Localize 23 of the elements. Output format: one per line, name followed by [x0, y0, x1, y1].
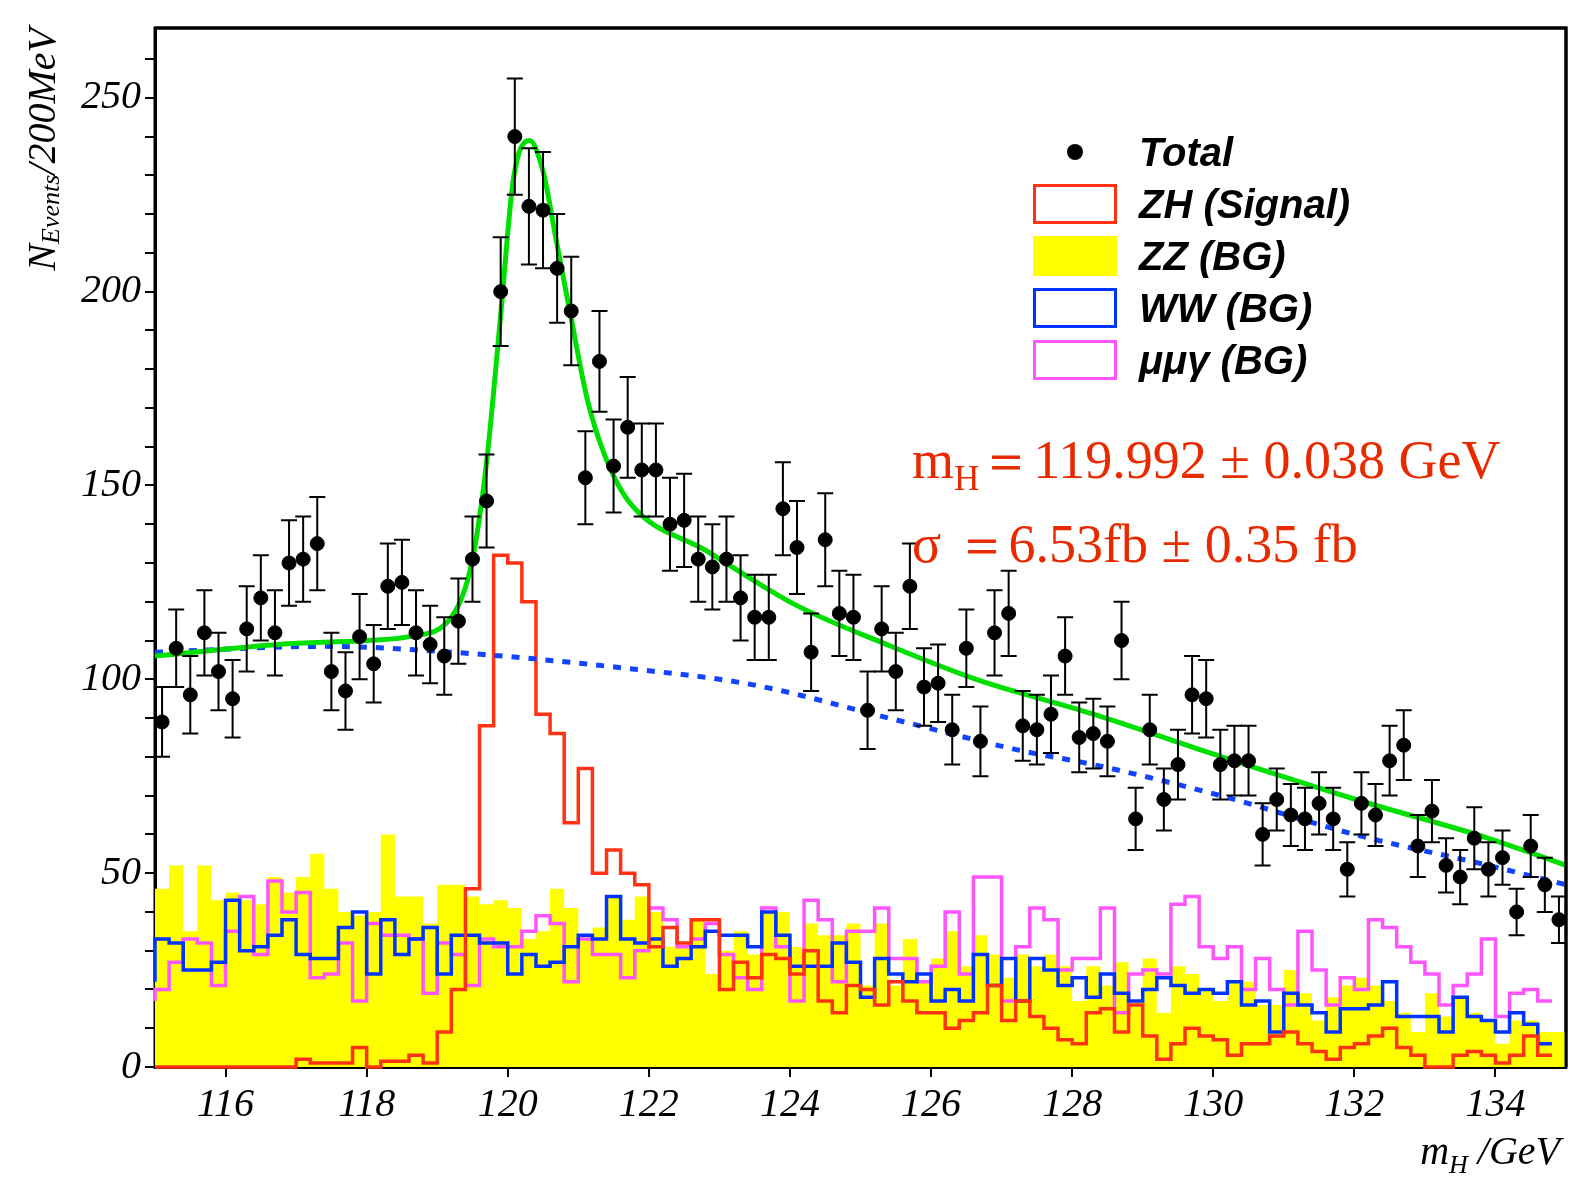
x-tick-label: 132: [1324, 1079, 1385, 1125]
annotation: m$_{H}$＝119.992 ± 0.038 GeV: [912, 429, 1501, 499]
x-tick-label: 130: [1183, 1079, 1244, 1125]
legend-label: μμγ (BG): [1139, 337, 1308, 383]
x-tick-label: 120: [477, 1079, 538, 1125]
x-tick-label: 122: [618, 1079, 679, 1125]
x-tick-label: 124: [759, 1079, 820, 1125]
y-tick-label: 150: [81, 459, 141, 505]
legend-label: Total: [1139, 129, 1234, 175]
x-tick-label: 118: [338, 1079, 396, 1125]
y-tick-label: 50: [101, 847, 141, 893]
x-tick-label: 128: [1042, 1079, 1103, 1125]
y-tick-label: 200: [81, 266, 141, 312]
y-tick-label: 250: [81, 72, 141, 118]
annotation: σ ＝6.53fb ± 0.35 fb: [912, 513, 1358, 576]
x-tick-label: 116: [197, 1079, 255, 1125]
legend-label: WW (BG): [1139, 285, 1313, 331]
y-tick-label: 100: [81, 653, 141, 699]
legend-label: ZH (Signal): [1139, 181, 1351, 227]
x-tick-label: 126: [901, 1079, 962, 1125]
y-tick-label: 0: [121, 1041, 141, 1087]
x-tick-label: 134: [1465, 1079, 1526, 1125]
legend-label: ZZ (BG): [1139, 233, 1286, 279]
